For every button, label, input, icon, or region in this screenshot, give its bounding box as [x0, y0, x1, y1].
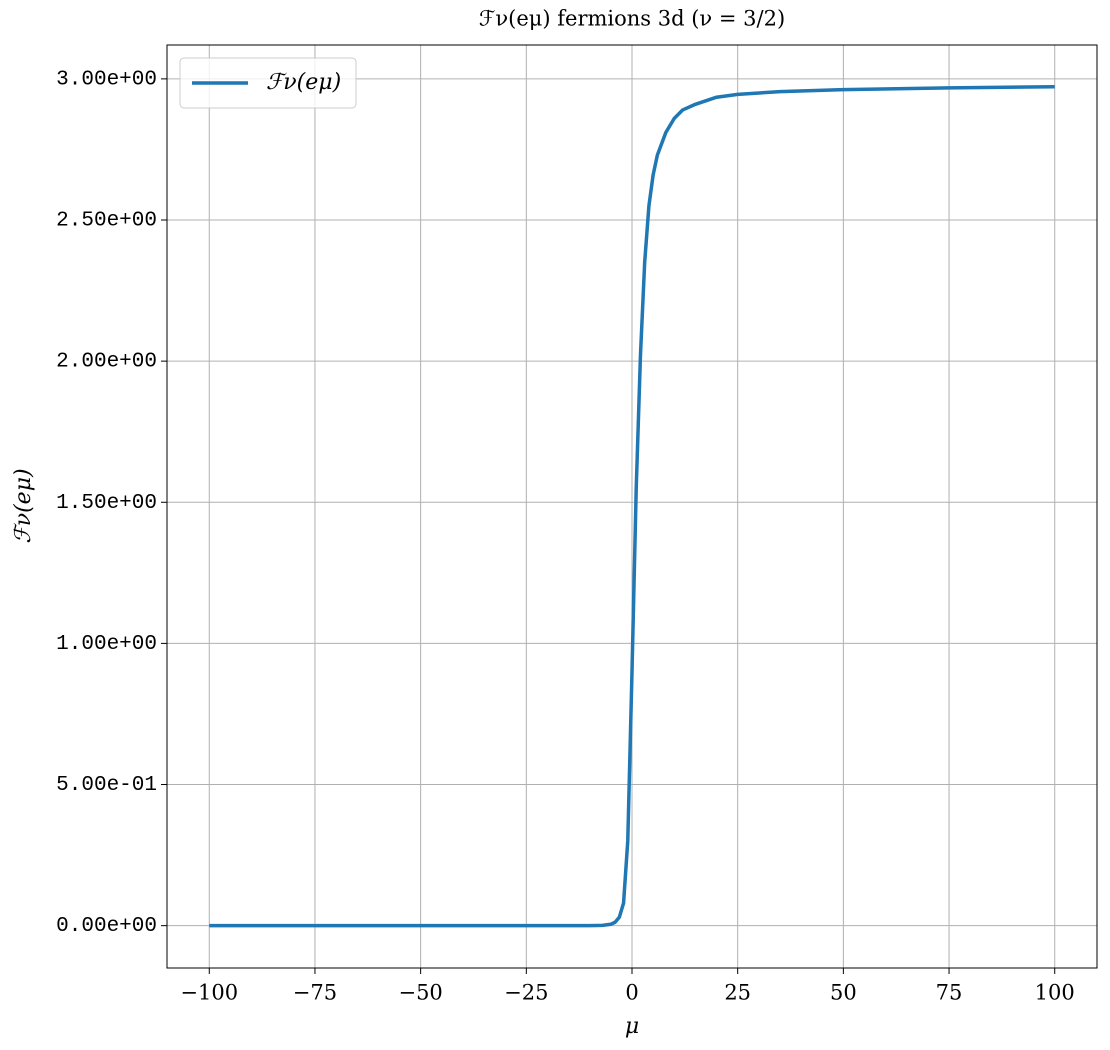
chart-title: ℱν(eμ) fermions 3d (ν = 3/2)	[479, 7, 785, 31]
x-tick-label: 100	[1035, 981, 1075, 1005]
x-tick-label: −25	[504, 981, 548, 1005]
plot-frame	[166, 44, 1098, 969]
y-tick-label: 3.00e+00	[56, 68, 157, 91]
y-tick-label: 1.00e+00	[56, 633, 157, 656]
x-tick-label: −75	[293, 981, 337, 1005]
y-axis-label: ℱν(eμ)	[11, 468, 36, 543]
y-tick-label: 0.00e+00	[56, 915, 157, 938]
x-tick-label: 0	[625, 981, 638, 1005]
x-tick-label: −100	[180, 981, 238, 1005]
y-tick-label: 5.00e-01	[56, 774, 157, 797]
x-axis-label: μ	[625, 1014, 639, 1039]
line-series	[209, 85, 1055, 928]
y-tick-label: 2.50e+00	[56, 210, 157, 233]
legend-box	[179, 57, 357, 109]
x-tick-label: 50	[830, 981, 857, 1005]
y-tick-label: 2.00e+00	[56, 351, 157, 374]
x-tick-label: −50	[398, 981, 442, 1005]
y-tick-label: 1.50e+00	[56, 492, 157, 515]
legend-label: ℱν(eμ)	[266, 70, 341, 95]
x-tick-label: 25	[724, 981, 751, 1005]
x-tick-label: 75	[936, 981, 963, 1005]
